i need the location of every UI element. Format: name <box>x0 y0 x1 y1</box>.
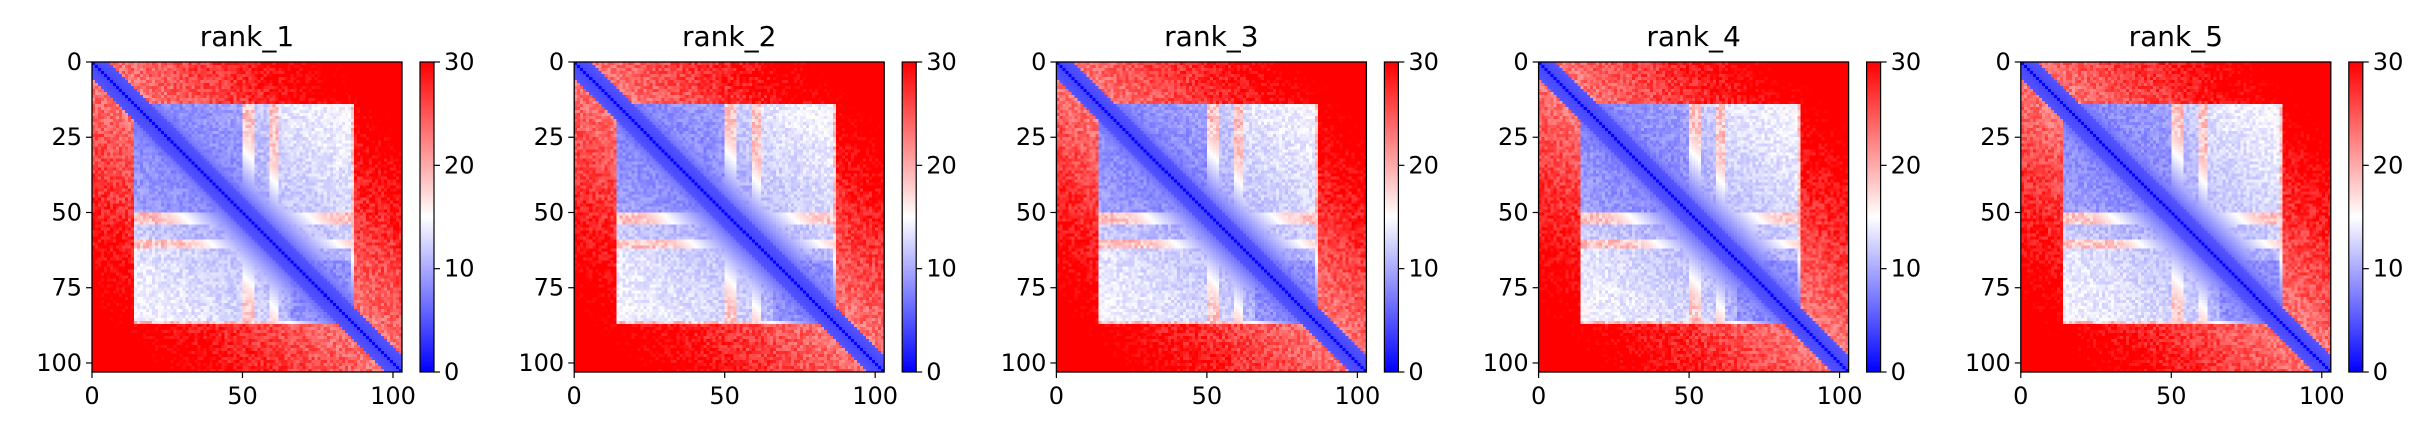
axes-frame <box>2020 61 2332 373</box>
colorbar-tick-label: 30 <box>1408 48 1439 76</box>
panel-title: rank_4 <box>1646 20 1740 53</box>
x-tick-label: 0 <box>84 382 99 410</box>
heatmap-image <box>92 62 402 372</box>
axes-frame <box>1537 61 1850 373</box>
colorbar-tick-label: 30 <box>926 48 957 76</box>
y-tick-label: 0 <box>67 48 82 76</box>
colorbar <box>419 61 435 373</box>
x-tick-label: 100 <box>1334 382 1380 410</box>
x-tick-label: 50 <box>1192 382 1223 410</box>
y-tick-label: 50 <box>51 198 82 226</box>
y-tick-label: 100 <box>518 349 564 377</box>
colorbar-tick-label: 20 <box>444 151 475 179</box>
colorbar-tick-label: 10 <box>1891 255 1922 283</box>
panel-title: rank_2 <box>682 20 776 53</box>
y-tick-label: 75 <box>534 274 565 302</box>
heatmap-image <box>574 62 885 372</box>
x-tick-label: 100 <box>370 382 416 410</box>
y-tick-label: 0 <box>549 48 564 76</box>
y-tick-label: 100 <box>1965 349 2011 377</box>
heatmap-image <box>1056 62 1367 372</box>
colorbar <box>901 61 917 373</box>
y-tick-label: 25 <box>1498 123 1529 151</box>
x-tick-label: 100 <box>2299 382 2345 410</box>
colorbar-tick-label: 20 <box>1408 151 1439 179</box>
colorbar <box>1383 61 1400 373</box>
colorbar-tick-label: 20 <box>1891 151 1922 179</box>
y-tick-label: 50 <box>1980 198 2011 226</box>
x-tick-label: 0 <box>1049 382 1064 410</box>
y-tick-label: 0 <box>1031 48 1046 76</box>
y-tick-label: 25 <box>51 123 82 151</box>
y-tick-label: 75 <box>1016 274 1047 302</box>
colorbar-tick-label: 30 <box>2373 48 2404 76</box>
x-tick-label: 50 <box>709 382 740 410</box>
colorbar-tick-label: 0 <box>1408 358 1423 386</box>
x-tick-label: 0 <box>1531 382 1546 410</box>
x-tick-label: 100 <box>1817 382 1863 410</box>
colorbar-tick-label: 10 <box>926 255 957 283</box>
colorbar-tick-label: 10 <box>444 255 475 283</box>
y-tick-label: 75 <box>1498 274 1529 302</box>
y-tick-label: 25 <box>534 123 565 151</box>
y-tick-label: 75 <box>51 274 82 302</box>
y-tick-label: 25 <box>1980 123 2011 151</box>
colorbar-tick-label: 30 <box>1891 48 1922 76</box>
panel-title: rank_5 <box>2129 20 2223 53</box>
axes-frame <box>91 61 403 373</box>
x-tick-label: 50 <box>1674 382 1705 410</box>
y-tick-label: 25 <box>1016 123 1047 151</box>
colorbar-tick-label: 0 <box>2373 358 2388 386</box>
y-tick-label: 75 <box>1980 274 2011 302</box>
colorbar-tick-label: 30 <box>444 48 475 76</box>
colorbar-tick-label: 0 <box>926 358 941 386</box>
x-tick-label: 50 <box>227 382 258 410</box>
colorbar-tick-label: 20 <box>926 151 957 179</box>
colorbar <box>1865 61 1882 373</box>
y-tick-label: 0 <box>1513 48 1528 76</box>
y-tick-label: 50 <box>1016 198 1047 226</box>
axes-frame <box>573 61 885 373</box>
colorbar-tick-label: 10 <box>2373 255 2404 283</box>
heatmap-image <box>2020 62 2331 372</box>
y-tick-label: 100 <box>1001 349 1047 377</box>
colorbar-tick-label: 0 <box>444 358 459 386</box>
y-tick-label: 100 <box>36 349 82 377</box>
axes-frame <box>1055 61 1368 373</box>
panel-title: rank_1 <box>200 20 294 53</box>
colorbar <box>2348 61 2364 373</box>
y-tick-label: 0 <box>1996 48 2011 76</box>
x-tick-label: 0 <box>567 382 582 410</box>
colorbar-tick-label: 20 <box>2373 151 2404 179</box>
y-tick-label: 100 <box>1483 349 1529 377</box>
x-tick-label: 50 <box>2156 382 2187 410</box>
y-tick-label: 50 <box>534 198 565 226</box>
colorbar-tick-label: 10 <box>1408 255 1439 283</box>
x-tick-label: 0 <box>2013 382 2028 410</box>
x-tick-label: 100 <box>852 382 898 410</box>
colorbar-tick-label: 0 <box>1891 358 1906 386</box>
heatmap-image <box>1538 62 1849 372</box>
panel-title: rank_3 <box>1164 20 1258 53</box>
y-tick-label: 50 <box>1498 198 1529 226</box>
